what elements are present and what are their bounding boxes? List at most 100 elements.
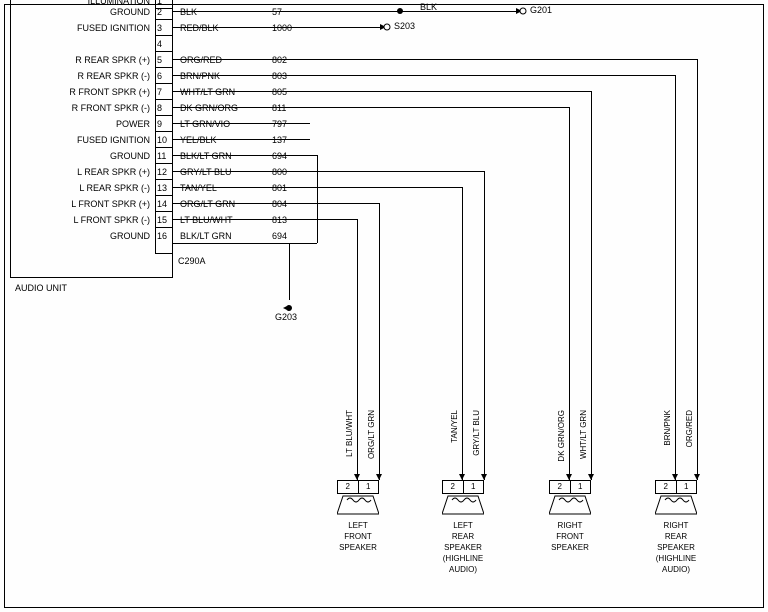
reference-label: G203: [275, 312, 297, 322]
pin-label: FUSED IGNITION: [77, 135, 150, 145]
wire-color-label: DK GRN/ORG: [557, 410, 566, 462]
wire: [357, 219, 358, 480]
wire: [400, 11, 516, 12]
speaker-label: RIGHTREARSPEAKER(HIGHLINEAUDIO): [655, 520, 697, 575]
pin-color: YEL/BLK: [180, 135, 217, 145]
wire: [317, 155, 318, 243]
terminal-1: 1: [359, 481, 379, 493]
wire: [173, 59, 697, 60]
speaker-terminals: 21: [442, 480, 484, 494]
node-open: [384, 24, 391, 31]
pin-label: L REAR SPKR (+): [77, 167, 150, 177]
wire: [173, 91, 591, 92]
pin-color: TAN/YEL: [180, 183, 217, 193]
pin-number: 12: [157, 167, 167, 177]
pin-code: 797: [272, 119, 287, 129]
speaker: 21 LEFTFRONTSPEAKER: [337, 480, 379, 553]
wire-color-label: BRN/PNK: [663, 410, 672, 446]
wire: [173, 107, 569, 108]
terminal-1: 1: [677, 481, 697, 493]
pin-color: GRY/LT BLU: [180, 167, 232, 177]
pin-code: 805: [272, 87, 287, 97]
wire: [697, 59, 698, 480]
pin-color: BRN/PNK: [180, 71, 220, 81]
wire: [173, 171, 484, 172]
reference-label: BLK: [420, 2, 437, 12]
pin-divider: [155, 147, 173, 148]
speaker-label: LEFTFRONTSPEAKER: [337, 520, 379, 553]
pin-number: 11: [157, 151, 166, 161]
wire: [173, 11, 400, 12]
pin-code: 802: [272, 55, 287, 65]
pin-divider: [155, 163, 173, 164]
pin-label: L FRONT SPKR (+): [71, 199, 150, 209]
wire: [173, 123, 310, 124]
pin-divider: [155, 99, 173, 100]
speaker-terminals: 21: [337, 480, 379, 494]
wire: [289, 243, 317, 244]
pin-number: 10: [157, 135, 167, 145]
wire: [289, 243, 290, 300]
pin-divider: [155, 19, 173, 20]
pin-divider: [155, 51, 173, 52]
speaker-symbol: [337, 494, 379, 516]
wire-color-label: LT BLU/WHT: [345, 410, 354, 457]
pin-code: 800: [272, 167, 287, 177]
node-open: [520, 8, 527, 15]
pin-label: POWER: [116, 119, 150, 129]
pin-code: 804: [272, 199, 287, 209]
terminal-2: 2: [443, 481, 464, 493]
wire-color-label: TAN/YEL: [450, 410, 459, 443]
wire: [462, 187, 463, 480]
terminal-1: 1: [571, 481, 591, 493]
pin-label: R FRONT SPKR (+): [69, 87, 150, 97]
pin-code: 694: [272, 231, 287, 241]
reference-label: S203: [394, 21, 415, 31]
pin-code: 57: [272, 7, 282, 17]
connector-ref: C290A: [178, 256, 206, 266]
wire: [173, 219, 357, 220]
pin-number: 1: [157, 0, 162, 6]
pin-divider: [155, 195, 173, 196]
wire: [173, 187, 462, 188]
pin-color: WHT/LT GRN: [180, 87, 235, 97]
pin-color: RED/BLK: [180, 23, 219, 33]
pin-code: 813: [272, 215, 287, 225]
pin-code: 694: [272, 151, 287, 161]
terminal-2: 2: [656, 481, 677, 493]
wire: [569, 107, 570, 480]
pin-code: 811: [272, 103, 286, 113]
pin-number: 5: [157, 55, 162, 65]
pin-number: 2: [157, 7, 162, 17]
pin-divider: [155, 211, 173, 212]
pin-number: 6: [157, 71, 162, 81]
speaker-symbol: [442, 494, 484, 516]
wire: [173, 155, 317, 156]
pin-color: ORG/RED: [180, 55, 222, 65]
pin-label: R FRONT SPKR (-): [72, 103, 150, 113]
wire: [591, 91, 592, 480]
pin-number: 16: [157, 231, 167, 241]
pin-color: BLK/LT GRN: [180, 151, 232, 161]
wire-color-label: GRY/LT BLU: [472, 410, 481, 456]
speaker-label: LEFTREARSPEAKER(HIGHLINEAUDIO): [442, 520, 484, 575]
pin-label: FUSED IGNITION: [77, 23, 150, 33]
pin-label: R REAR SPKR (+): [75, 55, 150, 65]
pin-label: R REAR SPKR (-): [77, 71, 150, 81]
wire: [173, 75, 675, 76]
pin-color: LT BLU/WHT: [180, 215, 233, 225]
pin-label: L REAR SPKR (-): [79, 183, 150, 193]
speaker-symbol: [549, 494, 591, 516]
pin-color: DK GRN/ORG: [180, 103, 238, 113]
audio-unit-label: AUDIO UNIT: [15, 283, 67, 293]
pin-number: 8: [157, 103, 162, 113]
pin-number: 13: [157, 183, 167, 193]
wire: [173, 243, 289, 244]
terminal-1: 1: [464, 481, 484, 493]
pin-divider: [155, 67, 173, 68]
pin-label: ILLUMINATION: [88, 0, 150, 6]
pin-label: GROUND: [110, 231, 150, 241]
speaker-label: RIGHTFRONTSPEAKER: [549, 520, 591, 553]
speaker-terminals: 21: [549, 480, 591, 494]
pin-number: 3: [157, 23, 162, 33]
